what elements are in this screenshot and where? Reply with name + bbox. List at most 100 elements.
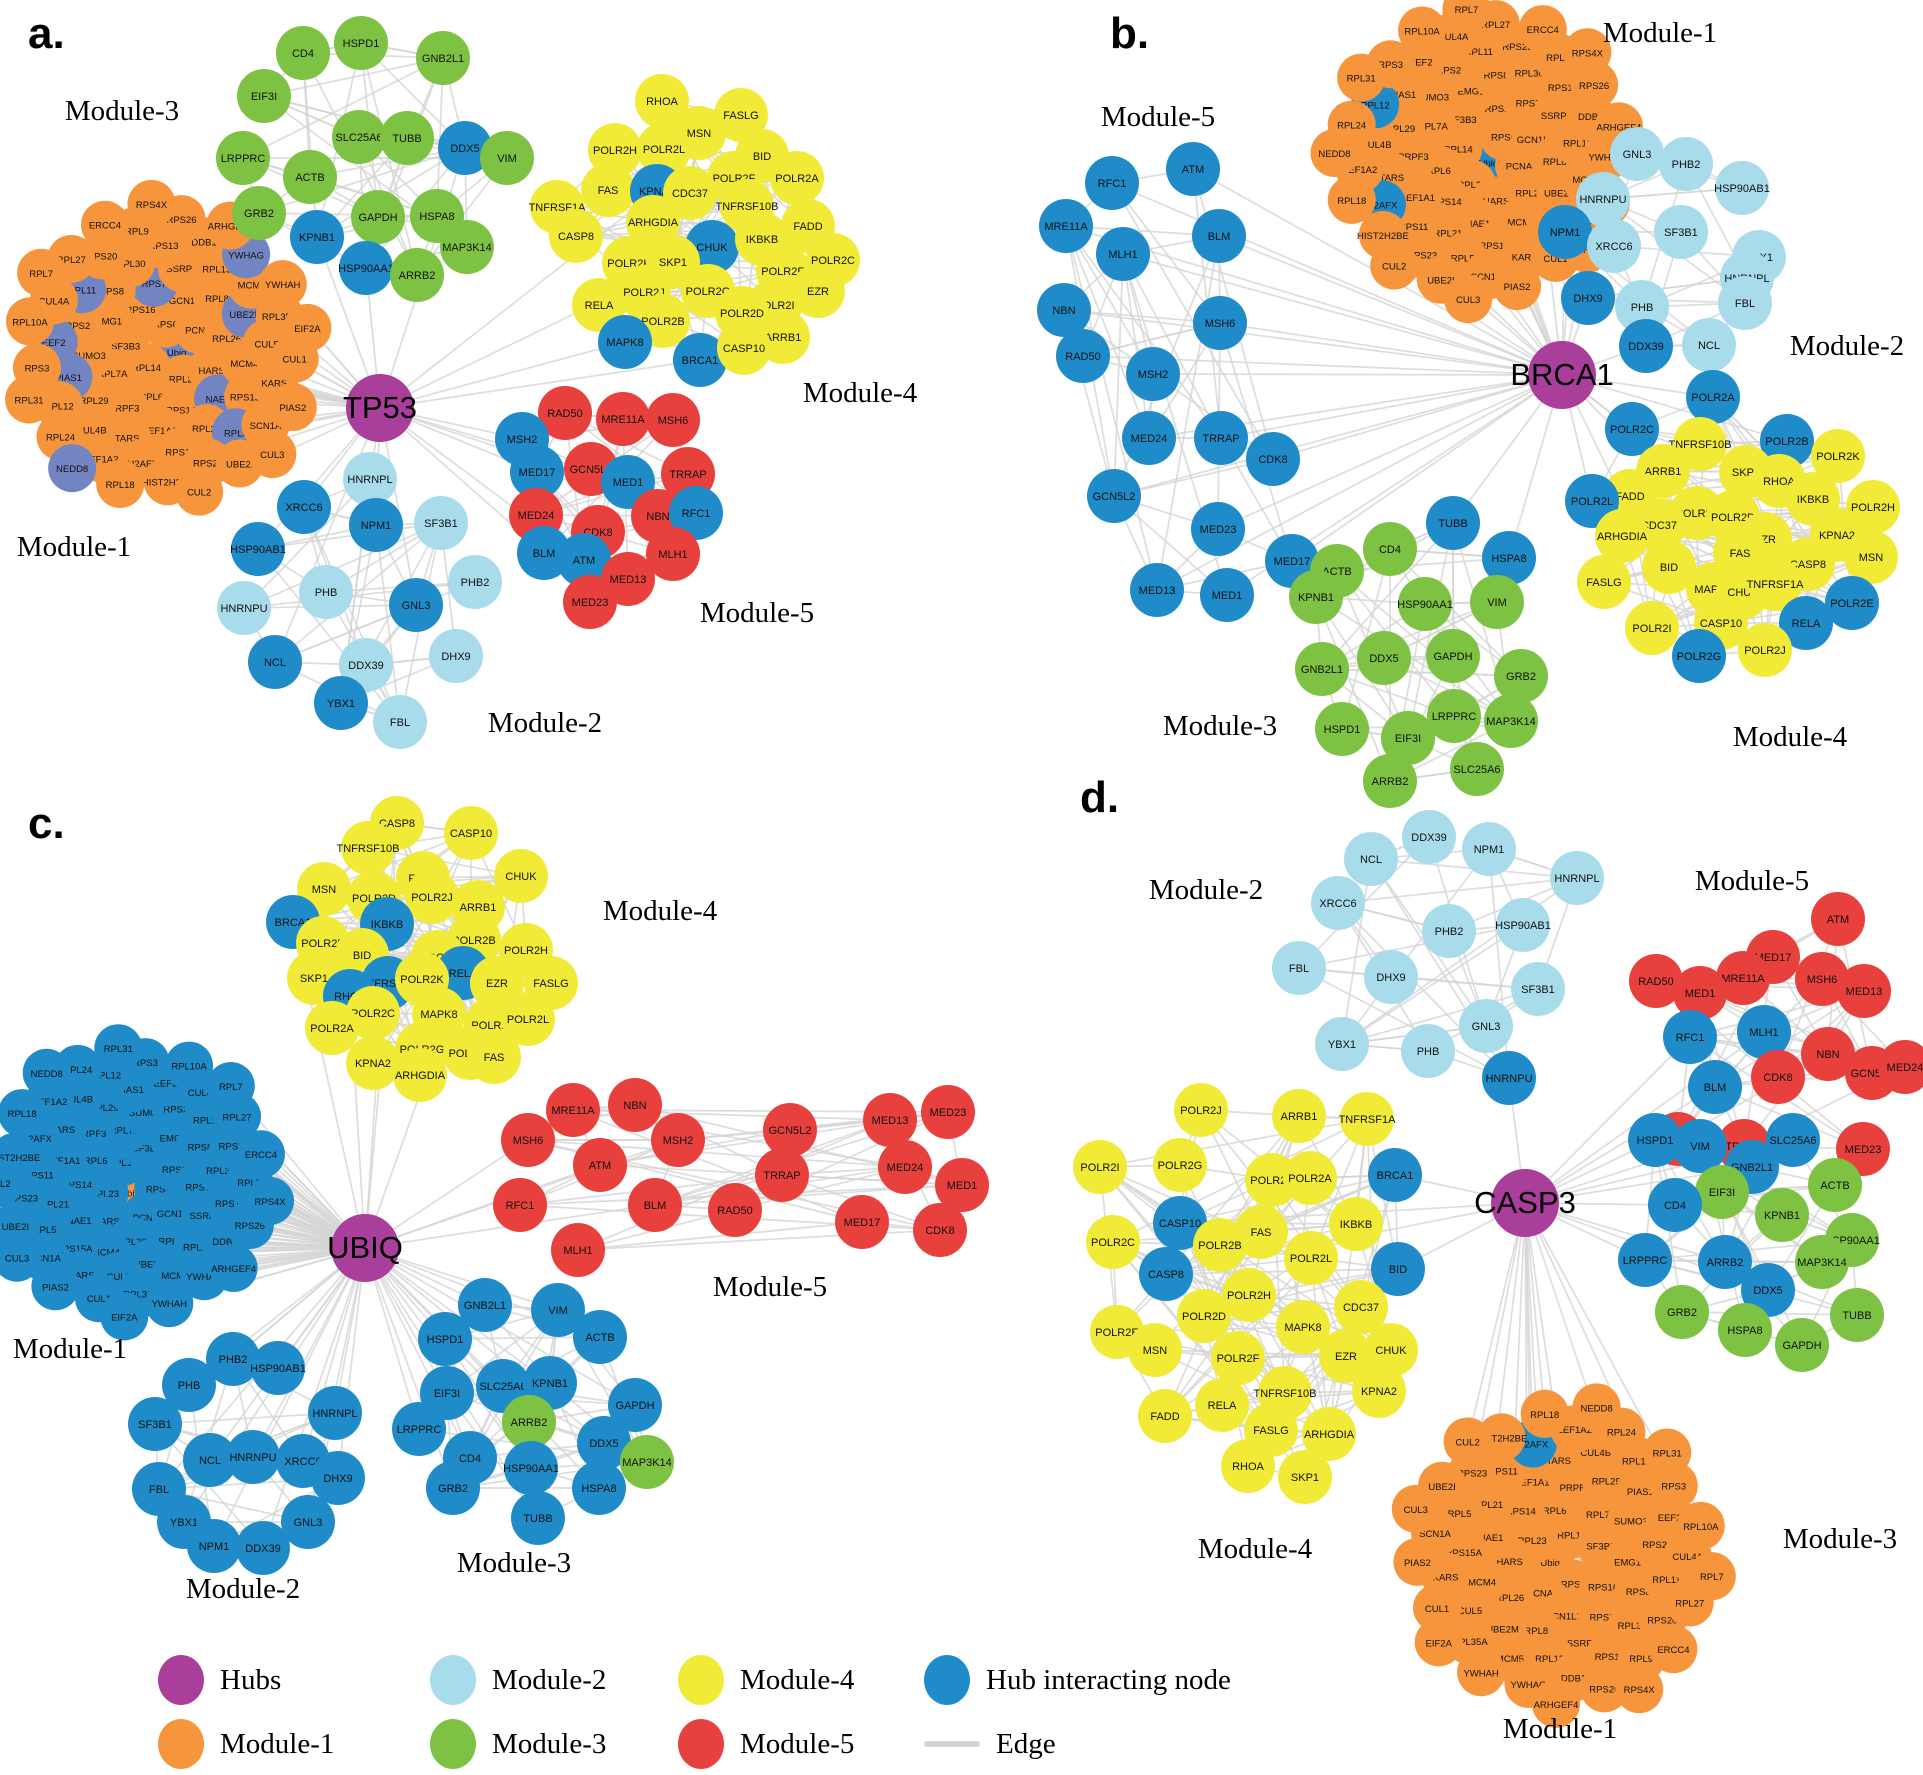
network-node (1738, 623, 1792, 677)
node-label: POLR2D (1711, 512, 1755, 524)
node-label: H2AFX (21, 1134, 52, 1145)
network-node (510, 445, 564, 499)
node-label: RPS13 (215, 1199, 245, 1210)
network-node (1211, 1331, 1265, 1385)
network-node (1122, 411, 1176, 465)
network-node (549, 209, 603, 263)
node-label: HNRNPL (347, 474, 392, 486)
node-label: MCM4 (1468, 1578, 1496, 1589)
node-label: RPL13 (1563, 138, 1592, 149)
node-label: EEF1A1 (1400, 193, 1435, 204)
node-label: MED13 (610, 574, 647, 586)
node-label: RPL9 (125, 226, 149, 237)
node-label: SSRP1 (1541, 111, 1572, 122)
network-node (1191, 502, 1245, 556)
legend-label: Module-3 (492, 1727, 607, 1760)
network-node (1234, 1205, 1288, 1259)
node-label: HSP90AB1 (1495, 920, 1551, 932)
module-label: Module-5 (1695, 865, 1809, 897)
network-node (1663, 1010, 1717, 1064)
node-label: EEF1A1 (1514, 1477, 1549, 1488)
node-label: CUL4A (188, 1088, 219, 1099)
node-label: SF3B1 (138, 1419, 172, 1431)
node-label: EEF1A2 (1557, 1425, 1592, 1436)
network-node (1618, 1233, 1672, 1287)
network-node (1459, 999, 1513, 1053)
legend-label: Hubs (220, 1663, 282, 1696)
node-label: CUL4A (1672, 1552, 1703, 1563)
node-label: RPL29 (79, 396, 108, 407)
node-label: RPS3 (133, 1058, 158, 1069)
node-label: UBE2I (1427, 276, 1454, 287)
node-label: TNFRSF10B (1669, 439, 1732, 451)
node-label: DHX9 (1376, 972, 1405, 984)
network-node (1615, 280, 1669, 334)
node-label: GRB2 (438, 1483, 468, 1495)
node-label: RPS15A (230, 393, 267, 404)
legend-label: Hub interacting node (986, 1663, 1231, 1696)
node-label: DDX5 (450, 143, 479, 155)
node-label: H2AFX (1518, 1440, 1549, 1451)
node-label: PCNA (1506, 162, 1533, 173)
network-node (538, 386, 592, 440)
node-label: MSH2 (1138, 369, 1169, 381)
node-label: RPS2 (65, 321, 90, 332)
node-label: NCL (1360, 854, 1382, 866)
network-node (1039, 199, 1093, 253)
node-label: GNB2L1 (1731, 1162, 1773, 1174)
node-label: VIM (497, 153, 517, 165)
node-label: RPL24 (46, 433, 75, 444)
hub-label: UBIQ (327, 1230, 403, 1265)
network-node (1371, 1242, 1425, 1296)
node-label: FASLG (1253, 1425, 1288, 1437)
node-label: RPL7 (29, 269, 53, 280)
module-label: Module-4 (1198, 1533, 1313, 1565)
panel-letter: a. (28, 9, 65, 58)
node-label: POLR2A (1288, 1173, 1332, 1185)
node-label: SF3B1 (1521, 984, 1555, 996)
node-label: MED1 (613, 477, 644, 489)
node-label: ARHGDIA (395, 1070, 446, 1082)
node-label: SKP1 (300, 973, 328, 985)
node-label: SCN1A (1419, 1529, 1451, 1540)
node-label: POLR2J (1180, 1105, 1222, 1117)
network-node (1716, 951, 1770, 1005)
node-label: MED23 (572, 597, 609, 609)
node-label: POLR2E (761, 266, 804, 278)
node-label: YWHAG (1511, 1680, 1547, 1691)
node-label: TRRAP (1202, 433, 1239, 445)
node-label: SSRP1 (1567, 1639, 1598, 1650)
node-label: RFC1 (1676, 1032, 1705, 1044)
network-node (1718, 276, 1772, 330)
network-node (717, 321, 771, 375)
node-label: FASLG (533, 978, 568, 990)
node-label: TNFRSF10B (716, 201, 779, 213)
node-label: RPS23 (8, 1193, 38, 1204)
node-label: RPL7A (1418, 122, 1449, 133)
network-node (393, 1048, 447, 1102)
node-label: RPL18 (8, 1109, 37, 1120)
node-label: EEF2 (1409, 57, 1433, 68)
network-node (232, 186, 286, 240)
network-node (314, 676, 368, 730)
network-node (1751, 1050, 1805, 1104)
node-label: RPL7 (1700, 1572, 1724, 1583)
network-node (1200, 568, 1254, 622)
node-label: RPL6 (84, 1156, 108, 1167)
node-label: MSN (312, 884, 337, 896)
module3-color-swatch-icon (430, 1719, 476, 1769)
node-label: POLR2C (1610, 424, 1654, 436)
node-label: RPL30 (206, 1166, 235, 1177)
node-label: DDX5 (1369, 653, 1398, 665)
network-node (1364, 1323, 1418, 1377)
node-label: POLR2E (1095, 1327, 1138, 1339)
node-label: RPL8 (159, 1237, 183, 1248)
network-node (162, 1358, 216, 1412)
legend-column: Hubs Module-1 (158, 1652, 430, 1772)
network-node (494, 849, 548, 903)
network-node (1561, 271, 1615, 325)
node-label: MAPK8 (606, 337, 643, 349)
network-node (1811, 429, 1865, 483)
node-label: POLR2H (593, 145, 637, 157)
